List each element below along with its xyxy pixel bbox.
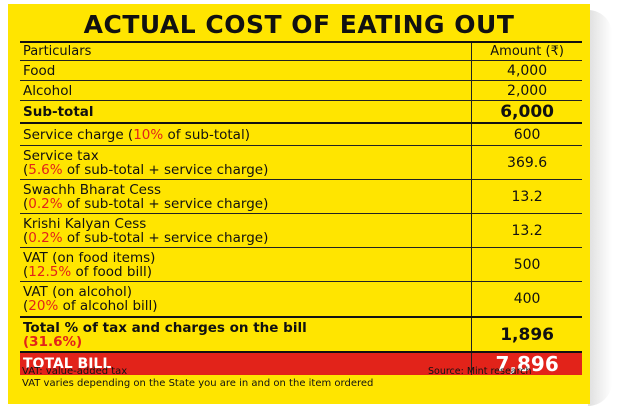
row-amount: 6,000 bbox=[500, 101, 554, 122]
row-vat-food: VAT (on food items) (12.5% of food bill)… bbox=[20, 248, 582, 282]
row-label: Total % of tax and charges on the bill bbox=[23, 319, 307, 336]
total-amount: 7,896 bbox=[495, 352, 559, 376]
row-vat-alcohol: VAT (on alcohol) (20% of alcohol bill) 4… bbox=[20, 282, 582, 318]
row-service-tax: Service tax (5.6% of sub-total + service… bbox=[20, 146, 582, 180]
cost-table: Particulars Amount (₹) Food 4,000 Alcoho… bbox=[20, 41, 582, 376]
row-sublabel: (20% of alcohol bill) bbox=[23, 298, 158, 314]
card-shadow bbox=[588, 10, 612, 406]
row-amount: 13.2 bbox=[511, 188, 543, 205]
row-total-bill: TOTAL BILL 7,896 bbox=[20, 352, 582, 376]
footnotes: VAT: value-added tax VAT varies dependin… bbox=[22, 366, 373, 390]
row-label: Swachh Bharat Cess bbox=[23, 181, 162, 198]
row-amount: 4,000 bbox=[507, 62, 548, 79]
row-subtotal: Sub-total 6,000 bbox=[20, 101, 582, 124]
row-sublabel: (5.6% of sub-total + service charge) bbox=[23, 161, 269, 178]
row-food: Food 4,000 bbox=[20, 61, 582, 81]
source-note: Source: Mint research bbox=[428, 366, 532, 377]
row-sublabel: (12.5% of food bill) bbox=[23, 263, 152, 280]
header-particulars: Particulars bbox=[23, 43, 92, 59]
row-label: Service tax bbox=[23, 147, 99, 164]
row-amount: 369.6 bbox=[507, 154, 548, 171]
row-sublabel: (0.2% of sub-total + service charge) bbox=[23, 195, 269, 212]
row-amount: 600 bbox=[513, 126, 541, 143]
row-amount: 1,896 bbox=[500, 324, 554, 345]
footnote-vat-definition: VAT: value-added tax bbox=[22, 366, 128, 377]
row-label: Food bbox=[23, 62, 56, 79]
row-total-tax: Total % of tax and charges on the bill (… bbox=[20, 318, 582, 353]
row-swachh-bharat-cess: Swachh Bharat Cess (0.2% of sub-total + … bbox=[20, 180, 582, 214]
row-sublabel: (0.2% of sub-total + service charge) bbox=[23, 229, 269, 246]
row-alcohol: Alcohol 2,000 bbox=[20, 81, 582, 101]
row-label: Alcohol bbox=[23, 82, 73, 99]
footnote-vat-varies: VAT varies depending on the State you ar… bbox=[22, 378, 374, 389]
row-label: VAT (on alcohol) bbox=[23, 284, 133, 300]
row-label: Sub-total bbox=[23, 103, 94, 120]
row-label: Service charge (10% of sub-total) bbox=[23, 126, 250, 143]
header-amount: Amount (₹) bbox=[490, 44, 564, 59]
row-krishi-kalyan-cess: Krishi Kalyan Cess (0.2% of sub-total + … bbox=[20, 214, 582, 248]
row-label: Krishi Kalyan Cess bbox=[23, 215, 147, 232]
row-amount: 400 bbox=[513, 291, 541, 307]
row-amount: 13.2 bbox=[511, 222, 543, 239]
infographic-card: ACTUAL COST OF EATING OUT Particulars Am… bbox=[8, 4, 590, 404]
row-amount: 2,000 bbox=[507, 82, 548, 99]
row-sublabel: (31.6%) bbox=[23, 333, 83, 350]
page-title: ACTUAL COST OF EATING OUT bbox=[83, 10, 515, 39]
row-amount: 500 bbox=[513, 256, 541, 273]
row-service-charge: Service charge (10% of sub-total) 600 bbox=[20, 124, 582, 146]
table-header: Particulars Amount (₹) bbox=[20, 43, 582, 61]
total-label: TOTAL BILL bbox=[23, 356, 112, 372]
row-label: VAT (on food items) bbox=[23, 249, 156, 266]
